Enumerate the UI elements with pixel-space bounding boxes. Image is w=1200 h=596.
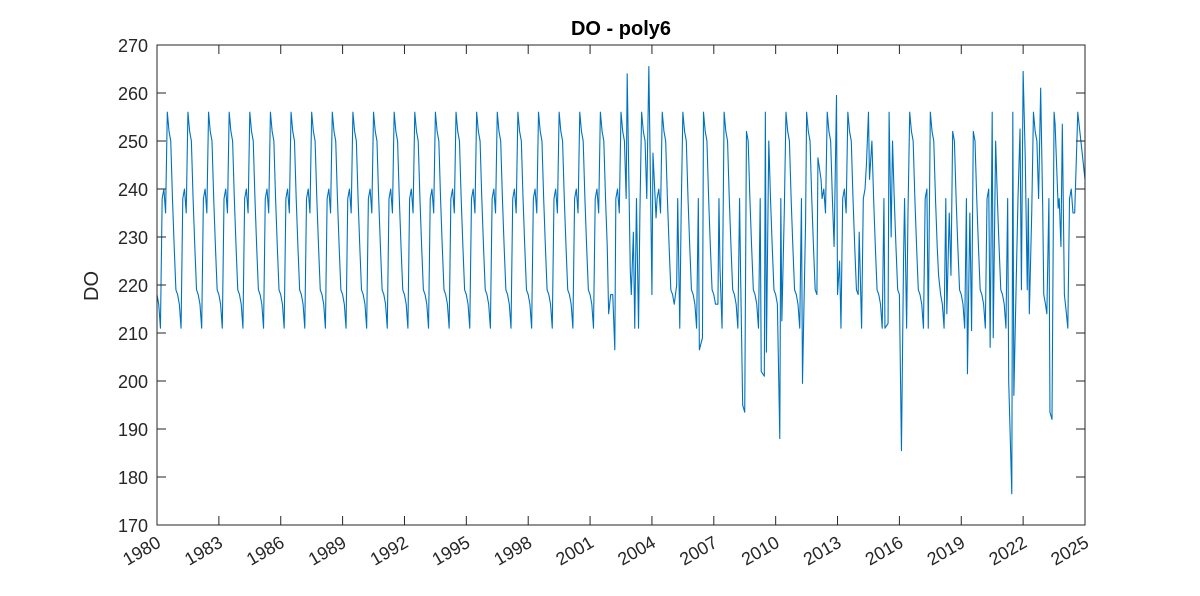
y-tick-label: 180 — [118, 468, 148, 488]
y-tick-label: 230 — [118, 228, 148, 248]
y-tick-label: 270 — [118, 36, 148, 56]
series-line — [156, 66, 1086, 495]
chart-title: DO - poly6 — [571, 18, 671, 40]
y-tick-label: 250 — [118, 132, 148, 152]
y-tick-label: 200 — [118, 372, 148, 392]
y-tick-label: 210 — [118, 324, 148, 344]
y-tick-label: 170 — [118, 516, 148, 536]
y-tick-label: 220 — [118, 276, 148, 296]
y-tick-label: 260 — [118, 84, 148, 104]
y-tick-label: 240 — [118, 180, 148, 200]
y-tick-label: 190 — [118, 420, 148, 440]
y-axis-label: DO — [81, 271, 103, 301]
